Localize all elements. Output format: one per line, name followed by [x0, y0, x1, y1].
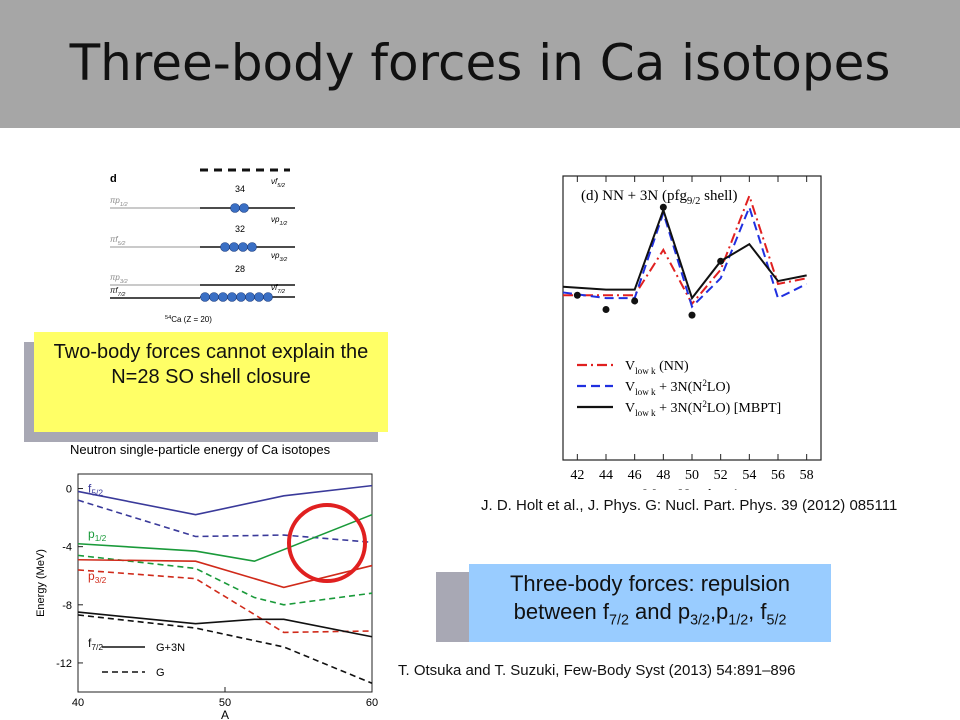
holt-x-label: Mass Number A — [643, 487, 741, 490]
spe-series-line — [77, 569, 373, 634]
holt-legend-label: Vlow k (NN) — [625, 359, 689, 376]
neutron-level-label: νp3/2 — [271, 251, 288, 263]
title-bar — [0, 0, 960, 128]
holt-x-tick-label: 52 — [714, 468, 728, 483]
holt-x-tick-label: 58 — [800, 468, 814, 483]
shell-gap-number: 28 — [235, 264, 245, 274]
spe-series-line — [77, 614, 373, 685]
neutron-ball — [218, 292, 228, 302]
spe-legend-label: G — [156, 667, 165, 679]
sub-p32: 3/2 — [690, 612, 710, 629]
three-body-prefix: Three-body forces: repulsion between f — [509, 571, 791, 624]
neutron-ball — [209, 292, 219, 302]
experiment-point — [573, 291, 581, 299]
spe-series-line — [77, 558, 373, 589]
spe-x-tick-label: 60 — [366, 697, 378, 709]
neutron-ball — [229, 242, 239, 252]
spe-y-tick-label: -4 — [62, 542, 72, 554]
spe-y-tick-label: 0 — [66, 484, 72, 496]
sub-p12: 1/2 — [728, 612, 749, 629]
holt-chart-title: (d) NN + 3N (pfg9/2 shell) — [581, 188, 737, 207]
neutron-level-label: νf7/2 — [271, 283, 286, 295]
proton-level-label: πp1/2 — [110, 196, 128, 208]
spe-y-tick-label: -12 — [56, 658, 72, 670]
spe-chart-title: Neutron single-particle energy of Ca iso… — [70, 442, 331, 457]
neutron-ball — [227, 292, 237, 302]
neutron-ball — [236, 292, 246, 302]
spe-level-label: p1/2 — [88, 527, 107, 543]
holt-x-tick-label: 56 — [771, 468, 785, 483]
spe-level-label: p3/2 — [88, 569, 107, 585]
experiment-point — [688, 311, 696, 319]
slide-title: Three-body forces in Ca isotopes — [69, 34, 891, 92]
shell-panel-letter: d — [110, 173, 117, 185]
three-body-callout: Three-body forces: repulsion between f7/… — [469, 564, 831, 642]
neutron-level-label: νf5/2 — [271, 177, 286, 189]
neutron-ball — [239, 203, 249, 213]
two-body-callout: Two-body forces cannot explain the N=28 … — [34, 332, 388, 432]
sub-f72: 7/2 — [609, 612, 629, 629]
spe-series-line — [77, 513, 373, 563]
three-body-comma1: ,p — [709, 599, 729, 624]
spe-series-line — [77, 499, 373, 544]
experiment-point — [717, 257, 725, 265]
holt-series-line — [562, 206, 807, 301]
holt-series-line — [563, 192, 807, 306]
spe-legend-label: G+3N — [156, 642, 185, 654]
holt-x-tick-label: 44 — [599, 468, 613, 483]
proton-level-label: πf5/2 — [110, 235, 126, 247]
neutron-ball — [230, 203, 240, 213]
otsuka-reference: T. Otsuka and T. Suzuki, Few-Body Syst (… — [398, 662, 796, 679]
holt-x-tick-label: 42 — [570, 468, 584, 483]
spe-y-tick-label: -8 — [62, 600, 72, 612]
spe-level-label: f7/2 — [88, 636, 103, 652]
proton-level-label: πp3/2 — [110, 273, 128, 285]
holt-legend-label: Vlow k + 3N(N2LO) — [625, 378, 731, 397]
holt-legend-label: Vlow k + 3N(N2LO) [MBPT] — [625, 399, 781, 418]
shell-gap-number: 32 — [235, 224, 245, 234]
highlight-circle — [287, 503, 367, 583]
sub-f52: 5/2 — [766, 612, 787, 629]
shell-gap-number: 34 — [235, 184, 245, 194]
experiment-point — [602, 305, 610, 313]
spe-y-label: Energy (MeV) — [35, 549, 47, 617]
holt-x-tick-label: 46 — [628, 468, 642, 483]
neutron-ball — [263, 292, 273, 302]
neutron-ball — [245, 292, 255, 302]
holt-reference: J. D. Holt et al., J. Phys. G: Nucl. Par… — [481, 497, 898, 514]
spe-series-line — [77, 554, 373, 606]
spe-series-line — [77, 611, 373, 638]
ca-label: 54Ca (Z = 20) — [165, 315, 212, 324]
spe-level-label: f5/2 — [88, 482, 103, 498]
spe-x-tick-label: 40 — [72, 697, 84, 709]
experiment-point — [631, 297, 639, 305]
holt-x-tick-label: 48 — [656, 468, 670, 483]
three-body-comma2: , f — [748, 599, 767, 624]
neutron-ball — [220, 242, 230, 252]
spe-series-line — [77, 484, 373, 516]
three-body-and: and p — [628, 599, 691, 624]
experiment-point — [659, 203, 667, 211]
spe-chart: Neutron single-particle energy of Ca iso… — [35, 442, 378, 720]
spe-x-tick-label: 50 — [219, 697, 231, 709]
neutron-ball — [238, 242, 248, 252]
spe-x-label: A — [221, 708, 229, 720]
holt-x-tick-label: 50 — [685, 468, 699, 483]
neutron-level-label: νp1/2 — [271, 215, 288, 227]
proton-level-label: πf7/2 — [110, 286, 126, 298]
holt-chart: (d) NN + 3N (pfg9/2 shell) 42 44 46 48 50 52 54… — [562, 175, 822, 490]
neutron-ball — [200, 292, 210, 302]
neutron-ball — [247, 242, 257, 252]
neutron-ball — [254, 292, 264, 302]
holt-x-tick-label: 54 — [742, 468, 756, 483]
